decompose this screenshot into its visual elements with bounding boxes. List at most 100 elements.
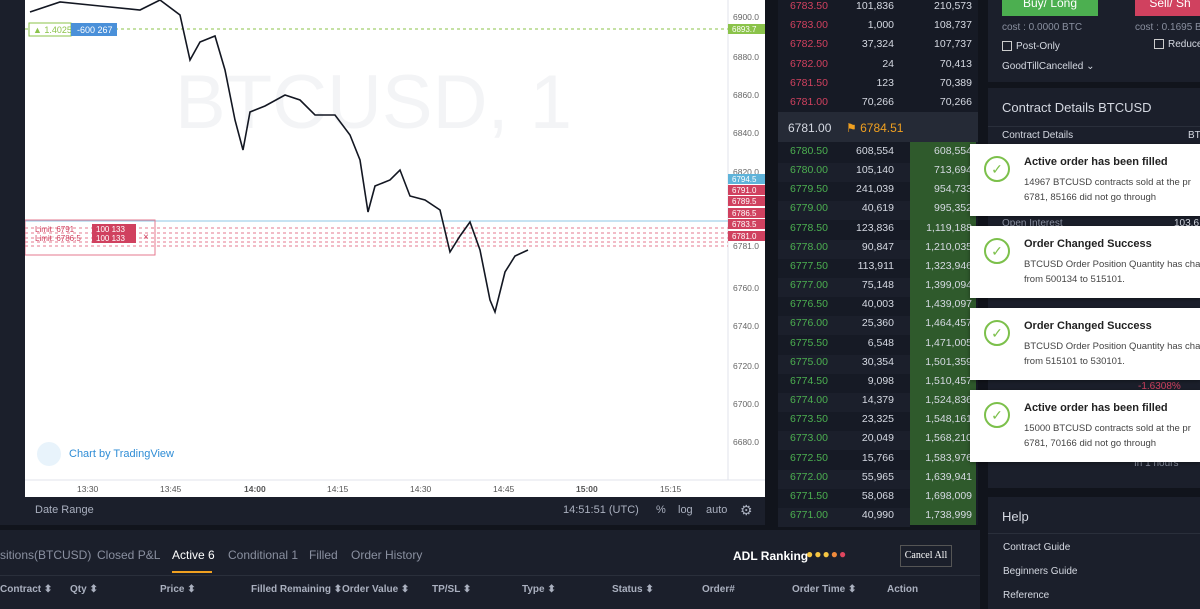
sort-icon[interactable]: ⬍ xyxy=(41,584,53,595)
limit-qty-bg xyxy=(92,224,136,234)
column-header[interactable]: Order# xyxy=(702,584,735,595)
price-tag xyxy=(728,24,765,34)
column-header[interactable]: Price ⬍ xyxy=(160,584,196,595)
date-range[interactable]: Date Range xyxy=(35,504,94,516)
total: 107,737 xyxy=(934,38,972,51)
time-label: 14:15 xyxy=(327,484,349,494)
time-label: 13:45 xyxy=(160,484,182,494)
sell-button[interactable]: Sell/ Sh xyxy=(1135,0,1200,16)
tab[interactable]: sitions(BTCUSD) xyxy=(0,548,92,562)
column-header[interactable]: Order Value ⬍ xyxy=(342,584,410,595)
price: 6779.50 xyxy=(790,183,828,196)
column-header[interactable]: TP/SL ⬍ xyxy=(432,584,472,595)
price-label: 6760.0 xyxy=(733,283,759,293)
tab[interactable]: Active 6 xyxy=(172,548,215,562)
position-qty: -600 267 xyxy=(77,25,113,35)
checkbox[interactable] xyxy=(1002,41,1012,51)
size: 40,619 xyxy=(861,202,894,215)
tab-underline xyxy=(172,571,212,573)
time-in-force[interactable]: GoodTillCancelled ⌄ xyxy=(1002,61,1095,72)
clock: 14:51:51 (UTC) xyxy=(563,504,639,516)
size: 58,068 xyxy=(861,489,894,502)
column-header[interactable]: Filled Remaining ⬍ xyxy=(251,584,343,595)
price: 6783.50 xyxy=(790,0,828,12)
sort-icon[interactable]: ⬍ xyxy=(845,584,857,595)
price: 6771.50 xyxy=(790,489,828,502)
notification-title: Order Changed Success xyxy=(1024,238,1152,250)
time-in-force-text: GoodTillCancelled xyxy=(1002,61,1084,72)
tab[interactable]: Closed P&L xyxy=(97,548,161,562)
price-label: 6700.0 xyxy=(733,399,759,409)
price: 6774.50 xyxy=(790,374,828,387)
total: 70,413 xyxy=(939,57,972,70)
sort-icon[interactable]: ⬍ xyxy=(460,584,472,595)
total: 1,323,946 xyxy=(925,259,972,272)
size: 90,847 xyxy=(861,240,894,253)
total: 1,464,457 xyxy=(925,317,972,330)
size: 70,266 xyxy=(861,96,894,108)
price: 6780.50 xyxy=(790,145,828,157)
chart: BTCUSD, 1 6900.0 6880.0 6860.0 6840.0 6820.0… xyxy=(25,0,765,497)
total: 1,524,836 xyxy=(925,394,972,407)
price-tag xyxy=(728,208,765,218)
orders-panel: ADL Ranking ●●●●● Cancel All sitions(BTC… xyxy=(0,530,980,609)
notification-title: Active order has been filled xyxy=(1024,402,1168,414)
sort-icon[interactable]: ⬍ xyxy=(642,584,654,595)
help-link[interactable]: Contract Guide xyxy=(1003,542,1071,553)
column-header[interactable]: Type ⬍ xyxy=(522,584,556,595)
time-label: 14:45 xyxy=(493,484,515,494)
tab[interactable]: Conditional 1 xyxy=(228,548,299,562)
percent-toggle[interactable]: % xyxy=(656,504,666,516)
price-tag-label: 6781.0 xyxy=(732,232,757,241)
total: 1,698,009 xyxy=(925,489,972,502)
close-icon: × xyxy=(143,232,149,243)
row-bg xyxy=(778,354,910,374)
total: 108,737 xyxy=(934,19,972,32)
settings-icon[interactable]: ⚙ xyxy=(740,502,753,518)
sort-icon[interactable]: ⬍ xyxy=(184,584,196,595)
help-link[interactable]: Reference xyxy=(1003,590,1050,601)
sort-icon[interactable]: ⬍ xyxy=(86,584,98,595)
price: 6781.00 xyxy=(790,96,828,108)
limit-qty-bg xyxy=(92,233,136,243)
sort-icon[interactable]: ⬍ xyxy=(331,584,343,595)
price: 6776.00 xyxy=(790,317,828,330)
sort-icon[interactable]: ⬍ xyxy=(398,584,410,595)
tab[interactable]: Order History xyxy=(351,548,423,562)
size: 55,965 xyxy=(861,470,894,483)
row-bg xyxy=(778,201,910,221)
auto-toggle[interactable]: auto xyxy=(706,504,728,516)
price: 6777.50 xyxy=(790,259,828,272)
price-tag-label: 6893.7 xyxy=(732,25,757,34)
cancel-all[interactable]: Cancel All xyxy=(900,545,952,567)
notification-text: 6781, 85166 did not go through xyxy=(1024,192,1157,203)
tab[interactable]: Filled xyxy=(309,548,338,562)
mark-price: 6784.51 xyxy=(860,121,904,135)
total: 1,119,188 xyxy=(926,221,972,234)
price-label: 6900.0 xyxy=(733,12,759,22)
price: 6776.50 xyxy=(790,298,828,311)
column-header[interactable]: Action xyxy=(887,584,919,595)
price: 6783.00 xyxy=(790,19,828,32)
adl-ranking: ADL Ranking xyxy=(733,549,809,563)
size: 608,554 xyxy=(856,145,894,157)
price-tag-label: 6789.5 xyxy=(732,197,757,206)
notification-text: 15000 BTCUSD contracts sold at the pr xyxy=(1024,423,1191,434)
open-interest: Open Interest xyxy=(1002,218,1063,229)
sort-icon[interactable]: ⬍ xyxy=(544,584,556,595)
total: 210,573 xyxy=(934,0,972,12)
size: 40,003 xyxy=(861,298,894,311)
price-tag xyxy=(728,185,765,195)
column-header[interactable]: Order Time ⬍ xyxy=(792,584,857,595)
column-header[interactable]: Contract ⬍ xyxy=(0,584,53,595)
help-link[interactable]: Beginners Guide xyxy=(1003,566,1078,577)
post-only: Post-Only xyxy=(1016,41,1060,52)
log-toggle[interactable]: log xyxy=(678,504,693,516)
size: 14,379 xyxy=(861,394,894,407)
column-header[interactable]: Qty ⬍ xyxy=(70,584,98,595)
column-header[interactable]: Status ⬍ xyxy=(612,584,654,595)
total: 1,439,097 xyxy=(925,298,972,311)
checkbox[interactable] xyxy=(1154,39,1164,49)
buy-button[interactable]: Buy/ Long xyxy=(1002,0,1098,16)
